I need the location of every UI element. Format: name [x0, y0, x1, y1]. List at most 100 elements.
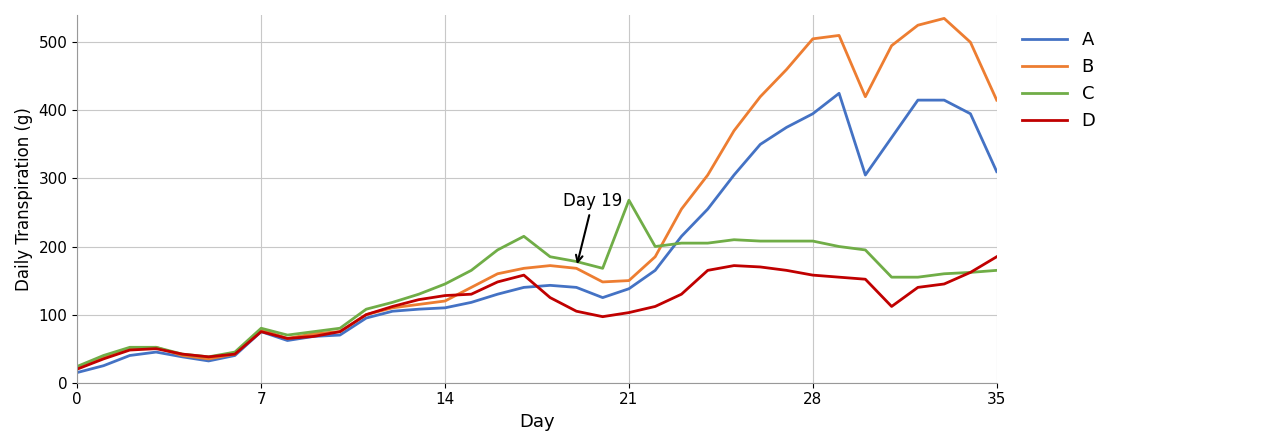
B	[831, 33, 846, 38]
D	[779, 268, 794, 273]
C	[752, 239, 768, 244]
B	[437, 298, 452, 304]
B	[464, 285, 479, 290]
D	[122, 347, 137, 353]
D	[411, 297, 426, 302]
A	[831, 91, 846, 96]
B	[595, 279, 610, 285]
B	[306, 331, 322, 336]
C	[332, 326, 347, 331]
D	[806, 273, 821, 278]
A	[489, 292, 505, 297]
D	[568, 309, 583, 314]
D	[963, 270, 979, 275]
B	[963, 40, 979, 45]
A	[963, 111, 979, 116]
Line: D: D	[78, 257, 996, 369]
D	[358, 312, 374, 317]
B	[332, 329, 347, 334]
A	[411, 306, 426, 312]
B	[674, 206, 689, 212]
B	[122, 346, 137, 351]
C	[411, 292, 426, 297]
D	[727, 263, 742, 268]
B	[910, 23, 925, 28]
C	[727, 237, 742, 242]
C	[937, 271, 952, 277]
Line: C: C	[78, 200, 996, 366]
D	[910, 285, 925, 290]
X-axis label: Day: Day	[519, 413, 555, 431]
A	[385, 309, 400, 314]
A	[516, 285, 531, 290]
A	[95, 363, 111, 368]
D	[858, 277, 873, 282]
C	[174, 351, 189, 357]
A	[937, 97, 952, 103]
A	[806, 111, 821, 116]
C	[95, 353, 111, 358]
C	[700, 240, 716, 246]
C	[806, 239, 821, 244]
A	[568, 285, 583, 290]
C	[543, 254, 558, 260]
Line: A: A	[78, 93, 996, 372]
C	[358, 306, 374, 312]
D	[464, 292, 479, 297]
B	[543, 263, 558, 268]
D	[622, 310, 637, 315]
D	[647, 304, 662, 309]
C	[622, 198, 637, 203]
D	[989, 254, 1004, 260]
B	[806, 36, 821, 41]
C	[516, 234, 531, 239]
D	[228, 351, 243, 357]
A	[228, 353, 243, 358]
C	[885, 274, 900, 280]
D	[674, 292, 689, 297]
B	[228, 351, 243, 357]
A	[149, 349, 164, 355]
C	[674, 240, 689, 246]
B	[727, 128, 742, 133]
D	[385, 304, 400, 309]
A	[622, 286, 637, 291]
A	[885, 135, 900, 140]
D	[516, 273, 531, 278]
C	[858, 247, 873, 252]
D	[201, 354, 216, 359]
C	[122, 345, 137, 350]
B	[647, 254, 662, 260]
B	[174, 353, 189, 358]
B	[95, 354, 111, 359]
C	[70, 363, 85, 369]
B	[201, 356, 216, 362]
B	[568, 266, 583, 271]
B	[253, 327, 268, 332]
A	[910, 97, 925, 103]
C	[201, 354, 216, 359]
B	[489, 271, 505, 277]
B	[937, 16, 952, 21]
A	[674, 234, 689, 239]
C	[280, 332, 295, 338]
D	[306, 334, 322, 339]
A	[543, 283, 558, 288]
D	[95, 356, 111, 362]
B	[149, 345, 164, 350]
A	[306, 334, 322, 339]
B	[70, 365, 85, 371]
C	[989, 268, 1004, 273]
B	[385, 305, 400, 310]
C	[253, 326, 268, 331]
D	[437, 293, 452, 298]
Legend: A, B, C, D: A, B, C, D	[1016, 24, 1103, 137]
A	[253, 329, 268, 334]
B	[885, 43, 900, 48]
C	[595, 266, 610, 271]
C	[437, 281, 452, 287]
A	[989, 169, 1004, 174]
A	[727, 172, 742, 178]
C	[464, 268, 479, 273]
C	[568, 259, 583, 264]
